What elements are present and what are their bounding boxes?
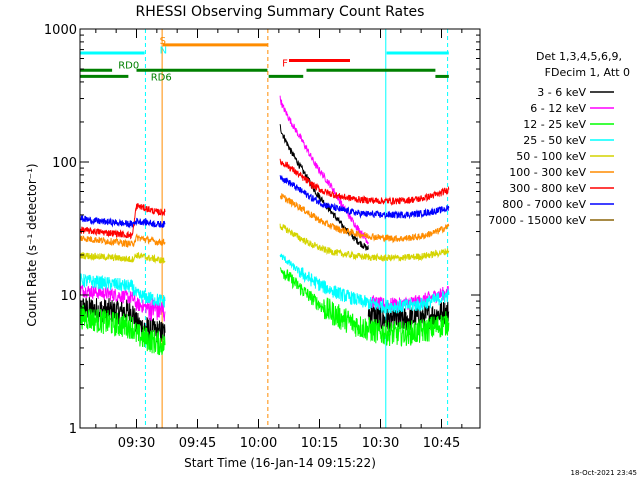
chart-title: RHESSI Observing Summary Count Rates	[136, 4, 425, 20]
legend-entry-label: 100 - 300 keV	[509, 166, 586, 179]
series-line	[279, 175, 450, 220]
legend: 3 - 6 keV 6 - 12 keV 12 - 25 keV 25 - 50 ke…	[488, 86, 614, 227]
series-line	[80, 233, 166, 248]
flag-annotation-label: F	[282, 58, 288, 69]
legend-entry-label: 800 - 7000 keV	[502, 198, 586, 211]
flag-annotation-label: S	[160, 36, 166, 47]
x-tick-label: 09:30	[118, 436, 155, 451]
series-line	[80, 273, 166, 308]
legend-entry-label: 300 - 800 keV	[509, 182, 586, 195]
series-lines	[80, 95, 450, 356]
plot-frame	[79, 28, 481, 429]
x-tick-label: 09:45	[179, 436, 216, 451]
x-tick-label: 10:45	[423, 436, 460, 451]
date-stamp: 18-Oct-2021 23:45	[571, 469, 637, 477]
y-tick-label: 1000	[44, 23, 77, 38]
y-axis-ticks: 1 10 100 1000	[44, 23, 480, 437]
flag-annotation-label: N	[160, 46, 167, 57]
series-line	[367, 301, 450, 333]
legend-entry-label: 7000 - 15000 keV	[488, 214, 586, 227]
series-line	[80, 252, 166, 264]
series-line	[80, 284, 166, 322]
series-line	[80, 202, 166, 240]
flag-annotation-label: RD6	[151, 72, 172, 83]
x-axis-ticks: 09:30 09:45 10:00 10:15 10:30 10:45	[95, 29, 463, 451]
legend-header-line-1: Det 1,3,4,5,6,9,	[536, 50, 622, 63]
series-line	[279, 267, 450, 347]
legend-header-line-2: FDecim 1, Att 0	[545, 66, 630, 79]
flag-annotation-label: RD0	[118, 61, 139, 72]
y-axis-label: Count Rate (s⁻¹ detector⁻¹)	[25, 163, 39, 326]
legend-entry-label: 50 - 100 keV	[516, 150, 586, 163]
x-tick-label: 10:30	[362, 436, 399, 451]
legend-entry-label: 6 - 12 keV	[530, 102, 586, 115]
x-tick-label: 10:00	[240, 436, 277, 451]
legend-entry-label: 3 - 6 keV	[537, 86, 586, 99]
series-line	[279, 223, 450, 263]
series-line	[80, 215, 166, 229]
series-line	[279, 193, 450, 244]
series-line	[279, 95, 369, 245]
legend-entry-label: 12 - 25 keV	[523, 118, 586, 131]
x-tick-label: 10:15	[301, 436, 338, 451]
y-tick-label: 10	[60, 289, 77, 304]
series-line	[279, 253, 450, 315]
legend-entry-label: 25 - 50 keV	[523, 134, 586, 147]
flag-bars	[80, 43, 449, 78]
time-marker-lines	[144, 29, 449, 428]
y-tick-label: 1	[69, 422, 77, 437]
x-axis-label: Start Time (16-Jan-14 09:15:22)	[184, 456, 376, 470]
flag-annotations: SN F RD0 RD6	[118, 36, 288, 84]
series-line	[80, 304, 166, 356]
y-tick-label: 100	[52, 156, 77, 171]
series-line	[279, 158, 450, 206]
